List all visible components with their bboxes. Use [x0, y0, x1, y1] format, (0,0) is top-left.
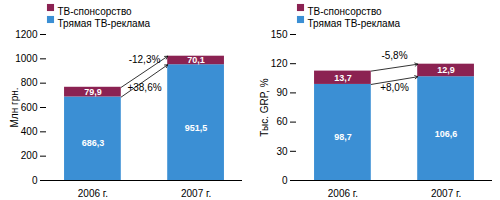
- svg-text:150: 150: [271, 29, 288, 40]
- svg-text:200: 200: [21, 150, 38, 161]
- svg-text:2007 г.: 2007 г.: [181, 188, 211, 199]
- svg-text:2006 г.: 2006 г.: [328, 188, 358, 199]
- svg-text:Трямая ТВ-реклама: Трямая ТВ-реклама: [308, 18, 401, 29]
- svg-text:106,6: 106,6: [435, 129, 458, 139]
- svg-text:1200: 1200: [15, 29, 38, 40]
- svg-text:600: 600: [21, 102, 38, 113]
- svg-text:ТВ-спонсорство: ТВ-спонсорство: [308, 6, 383, 17]
- svg-text:951,5: 951,5: [185, 123, 208, 133]
- svg-text:1000: 1000: [15, 53, 38, 64]
- svg-text:686,3: 686,3: [82, 138, 105, 148]
- svg-text:90: 90: [276, 87, 288, 98]
- svg-text:400: 400: [21, 126, 38, 137]
- svg-text:60: 60: [276, 116, 288, 127]
- svg-text:Трямая ТВ-реклама: Трямая ТВ-реклама: [58, 18, 151, 29]
- svg-text:120: 120: [271, 58, 288, 69]
- svg-text:70,1: 70,1: [187, 55, 205, 65]
- svg-text:79,9: 79,9: [84, 87, 102, 97]
- svg-text:-5,8%: -5,8%: [381, 50, 407, 61]
- svg-text:Млн грн.: Млн грн.: [9, 88, 20, 128]
- svg-text:12,9: 12,9: [437, 65, 455, 75]
- svg-text:98,7: 98,7: [334, 132, 352, 142]
- svg-text:2006 г.: 2006 г.: [78, 188, 108, 199]
- svg-text:ТВ-спонсорство: ТВ-спонсорство: [58, 6, 133, 17]
- svg-text:0: 0: [282, 175, 288, 186]
- svg-text:Тыс. GRP, %: Тыс. GRP, %: [259, 78, 270, 136]
- svg-text:+8,0%: +8,0%: [380, 82, 409, 93]
- svg-text:-12,3%: -12,3%: [129, 54, 161, 65]
- svg-text:30: 30: [276, 146, 288, 157]
- svg-text:13,7: 13,7: [334, 73, 352, 83]
- svg-text:800: 800: [21, 77, 38, 88]
- svg-text:0: 0: [32, 175, 38, 186]
- svg-text:+38,6%: +38,6%: [127, 82, 161, 93]
- svg-text:2007 г.: 2007 г.: [431, 188, 461, 199]
